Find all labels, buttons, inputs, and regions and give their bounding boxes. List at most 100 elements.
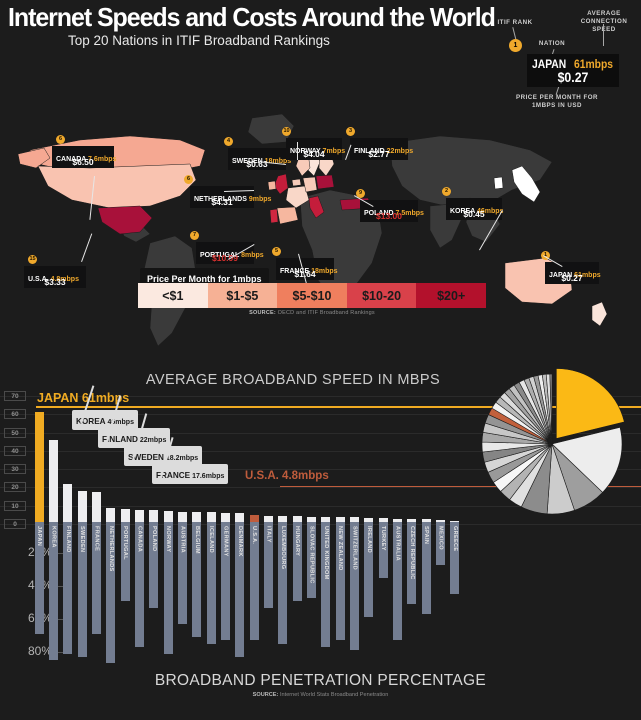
broadband-penetration-chart: 20%40%60%80% JAPANKOREAFINLANDSWEDENFRAN… — [0, 520, 641, 720]
speed-bar — [192, 511, 202, 524]
speed-bar — [264, 515, 273, 524]
callout-price: $0.63 — [246, 159, 268, 169]
penetration-bar — [106, 522, 116, 664]
key-example-price: $0.27 — [557, 69, 589, 85]
page-subtitle: Top 20 Nations in ITIF Broadband Ranking… — [68, 33, 330, 48]
penetration-bar — [292, 522, 302, 601]
penetration-bar-label: SPAIN — [423, 526, 430, 545]
speed-bar — [49, 439, 58, 524]
speed-bar — [178, 511, 187, 524]
callout-nation: U.S.A. — [28, 276, 49, 283]
penetration-bar — [421, 522, 431, 615]
speed-callout-value: 18.2mbps — [163, 455, 199, 462]
callout-line1: CANADA 7.6mbps — [56, 148, 116, 166]
callout-box: U.S.A. 4.8mbps $3.33 — [24, 266, 86, 288]
penetration-bar-label: AUSTRALIA — [394, 526, 401, 562]
speed-bar — [321, 516, 331, 524]
callout-nation: FRANCE — [280, 268, 310, 275]
speed-bar — [206, 512, 216, 524]
price-legend-source-text: OECD and ITIF Broadband Rankings — [277, 310, 375, 316]
penetration-bar-label: TURKEY — [380, 526, 387, 551]
callout-line1: NORWAY 7mbps — [290, 140, 345, 158]
speed-callout-nation: FRANCE — [156, 471, 191, 480]
penetration-bar — [235, 522, 245, 657]
callout-rank-badge: 10 — [282, 127, 291, 136]
penetration-bar-label: BELGIUM — [193, 526, 200, 554]
penetration-bar-label: SWEDEN — [79, 526, 86, 553]
penetration-bar-label: AUSTRIA — [179, 526, 186, 553]
penetration-tick-mark — [56, 651, 66, 653]
speed-bar — [436, 519, 445, 524]
callout-rank-badge: 3 — [346, 127, 355, 136]
penetration-bar — [364, 522, 374, 618]
penetration-bar — [407, 522, 417, 605]
penetration-bar-label: NETHERLANDS — [107, 526, 114, 572]
callout-box: SWEDEN 18mbps $0.63 — [228, 148, 291, 170]
callout-line1: NETHERLANDS 9mbps — [194, 188, 271, 206]
usa-reference-line — [280, 486, 641, 487]
penetration-bar-label: GERMANY — [222, 526, 229, 557]
speed-y-tick: 70 — [4, 391, 26, 401]
callout-box: PORTUGAL 8mbps $10.99 — [196, 242, 264, 264]
average-speed-chart: AVERAGE BROADBAND SPEED IN MBPS 70 60 50 40… — [0, 358, 641, 538]
penetration-bar — [264, 522, 273, 608]
speed-y-tick: 20 — [4, 482, 26, 493]
callout-rank-badge: 9 — [356, 189, 365, 198]
callout-box: NORWAY 7mbps $4.04 — [286, 138, 345, 160]
callout-speed: 4.8mbps — [48, 276, 79, 283]
speed-bar — [364, 517, 374, 524]
speed-bar — [163, 511, 173, 524]
speed-bar — [92, 491, 101, 524]
price-legend-title-wrap: Price Per Month for 1mbps — [140, 268, 269, 284]
speed-bar — [249, 515, 259, 524]
infographic-key: ITIF Rank Nation Average Connection Spee… — [487, 2, 639, 109]
callout-speed: 7.5mbps — [393, 210, 424, 217]
page-title: Internet Speeds and Costs Around the Wor… — [8, 2, 496, 32]
speed-bar — [407, 518, 417, 524]
speed-callout-nation: KOREA — [76, 417, 106, 426]
speed-chart-bars — [32, 396, 462, 524]
callout-nation: NETHERLANDS — [194, 196, 247, 203]
callout-line1: KOREA 46mbps — [450, 200, 503, 218]
key-leader-line-speed — [603, 24, 604, 46]
callout-speed: 46mbps — [475, 208, 504, 215]
callout-nation: CANADA — [56, 156, 87, 163]
key-example-speed: 61mbps — [574, 57, 614, 71]
price-legend-source: SOURCE: OECD and ITIF Broadband Rankings — [138, 310, 486, 316]
penetration-y-tick: 80% — [27, 643, 52, 658]
penetration-bar — [178, 522, 187, 624]
speed-callout-sweden: SWEDEN 18.2mbps — [124, 446, 203, 466]
callout-price: $6.50 — [72, 157, 94, 167]
speed-gridline — [0, 524, 641, 525]
speed-bar — [135, 510, 144, 524]
callout-speed: 9mbps — [246, 196, 272, 203]
speed-y-tick: 60 — [4, 409, 26, 420]
key-label-itif-rank: ITIF Rank — [497, 19, 533, 26]
speed-y-tick: 40 — [4, 445, 26, 456]
price-legend-scale: <$1 $1-$5 $5-$10 $10-20 $20+ — [138, 283, 486, 308]
penetration-bar-label: UNITED KINGDOM — [322, 526, 329, 580]
callout-box: NETHERLANDS 9mbps $4.31 — [190, 186, 271, 208]
penetration-bar — [77, 522, 87, 657]
speed-bar — [120, 509, 130, 524]
speed-gridline — [0, 414, 641, 416]
pie-slice — [549, 373, 553, 445]
price-legend-segment: <$1 — [138, 283, 208, 308]
speed-callout-value: 17.6mbps — [190, 473, 225, 480]
penetration-bar — [307, 522, 316, 598]
price-legend-segment: $10-20 — [346, 283, 417, 308]
speed-bar — [235, 513, 245, 524]
penetration-tick-mark — [56, 585, 66, 587]
callout-line1: SWEDEN 18mbps — [232, 150, 291, 168]
penetration-bar — [335, 522, 345, 641]
key-label-nation: Nation — [538, 40, 566, 47]
callout-price: $13.00 — [376, 211, 402, 221]
penetration-tick-mark — [56, 552, 66, 554]
callout-rank-badge: 6 — [56, 135, 65, 144]
penetration-chart-bars: JAPAN KOREA FINLAND SWEDEN FRANCE NETHERLANDS… — [32, 522, 462, 670]
speed-bar — [393, 518, 402, 524]
speed-bar — [278, 515, 288, 524]
penetration-bar-label: CANADA — [136, 526, 143, 553]
penetration-bar-label: HUNGARY — [294, 526, 301, 557]
speed-gridline — [0, 505, 641, 507]
